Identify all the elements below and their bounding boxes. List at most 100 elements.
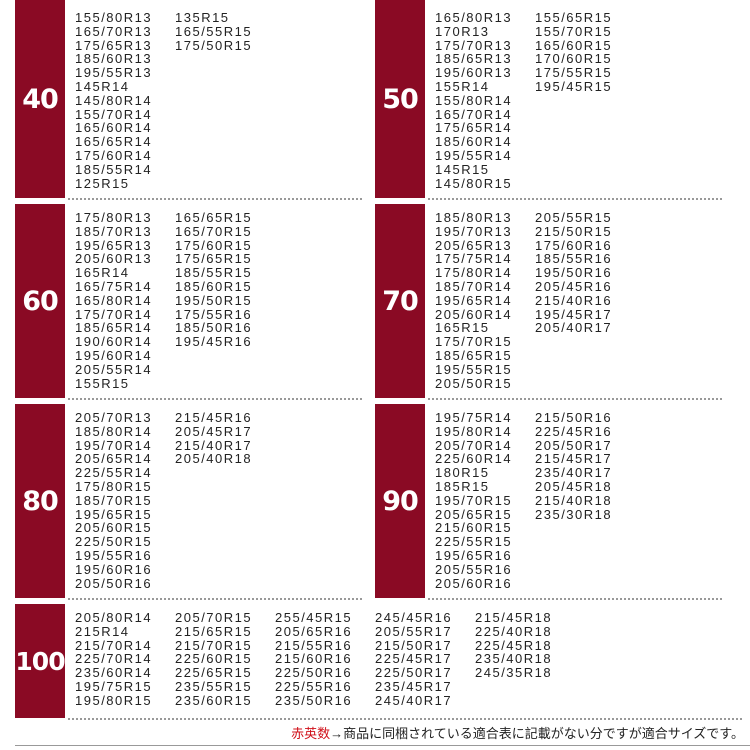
tire-size: 225/50R15 [75, 534, 153, 550]
tire-size: 205/80R14 [75, 610, 153, 625]
tire-size: 165/70R14 [435, 106, 513, 122]
size-list-40: 155/80R13 165/70R13 175/65R13 185/60R13 195/… [75, 11, 275, 190]
group-label-60: 60 [15, 204, 65, 398]
tire-size: 165/70R13 [75, 23, 153, 39]
tire-size: 195/75R14 [435, 410, 513, 425]
tire-size: 180R15 [435, 465, 490, 481]
footer-highlight: 赤英数 [291, 726, 331, 741]
tire-size: 175/65R15 [175, 251, 253, 267]
tire-size: 175/65R13 [75, 37, 153, 53]
tire-size: 215/65R15 [175, 623, 253, 639]
tire-size: 205/50R17 [535, 437, 613, 453]
group-label-50: 50 [375, 0, 425, 198]
tire-size: 195/65R16 [435, 547, 513, 563]
tire-size: 235/60R15 [175, 692, 253, 708]
tire-size: 235/55R15 [175, 678, 253, 694]
tire-size: 155R14 [435, 78, 490, 94]
tire-size: 195/65R15 [75, 506, 153, 522]
tire-size: 215/40R16 [535, 292, 613, 308]
tire-size: 175/60R14 [75, 147, 153, 163]
tire-size: 145/80R14 [75, 92, 153, 108]
tire-size: 195/60R14 [75, 347, 153, 363]
dotted-divider [68, 398, 362, 400]
tire-size: 215R14 [75, 623, 130, 639]
tire-size: 185/60R15 [175, 278, 253, 294]
tire-size: 165R14 [75, 265, 130, 281]
tire-size: 165/80R13 [435, 10, 513, 25]
tire-size: 185/55R16 [535, 251, 613, 267]
tire-size: 195/60R13 [435, 65, 513, 81]
tire-size: 165/65R14 [75, 134, 153, 150]
tire-size: 205/65R16 [275, 623, 353, 639]
tire-size: 175/65R14 [435, 120, 513, 136]
tire-size: 225/55R14 [75, 465, 153, 481]
size-column: 195/75R14 195/80R14 205/70R14 225/60R14 180R… [435, 411, 535, 590]
tire-size: 195/65R13 [75, 237, 153, 253]
tire-size: 175/80R15 [75, 478, 153, 494]
tire-size: 225/50R16 [275, 665, 353, 681]
group-label-80: 80 [15, 404, 65, 598]
tire-size: 215/70R15 [175, 637, 253, 653]
size-column: 165/65R15 165/70R15 175/60R15 175/65R15 185/… [175, 211, 275, 390]
tire-size: 185/65R13 [435, 51, 513, 67]
tire-size: 225/50R17 [375, 665, 453, 681]
tire-size: 185/70R15 [75, 492, 153, 508]
tire-size: 225/45R17 [375, 651, 453, 667]
tire-size: 225/55R16 [275, 678, 353, 694]
size-column: 245/45R16 205/55R17 215/50R17 225/45R17 225/… [375, 611, 475, 708]
tire-size: 145R14 [75, 78, 130, 94]
group-label-70: 70 [375, 204, 425, 398]
tire-size: 205/65R14 [75, 451, 153, 467]
tire-size: 185/50R16 [175, 320, 253, 336]
tire-size: 165/65R15 [175, 210, 253, 225]
tire-size: 195/80R14 [435, 423, 513, 439]
tire-size: 175/60R15 [175, 237, 253, 253]
tire-size: 205/50R16 [75, 575, 153, 591]
size-column: 155/65R15 155/70R15 165/60R15 170/60R15 175/… [535, 11, 635, 190]
tire-size: 185/65R15 [435, 347, 513, 363]
footer-text: →商品に同梱されている適合表に記載がない分ですが適合サイズです。 [330, 726, 744, 741]
dotted-divider [428, 198, 722, 200]
tire-size: 195/55R15 [435, 361, 513, 377]
tire-size: 185/80R14 [75, 423, 153, 439]
size-column: 205/80R14 215R14 215/70R14 225/70R14 235/60R… [75, 611, 175, 708]
tire-size: 195/45R15 [535, 78, 613, 94]
tire-size: 195/75R15 [75, 678, 153, 694]
size-list-70: 185/80R13 195/70R13 205/65R13 175/75R14 175/… [435, 211, 635, 390]
tire-size: 190/60R14 [75, 334, 153, 350]
tire-size: 255/45R15 [275, 610, 353, 625]
tire-size: 185/60R13 [75, 51, 153, 67]
size-column: 155/80R13 165/70R13 175/65R13 185/60R13 195/… [75, 11, 175, 190]
tire-size: 235/40R17 [535, 465, 613, 481]
dotted-divider [68, 198, 362, 200]
tire-size: 155/70R15 [535, 23, 613, 39]
tire-size: 205/70R13 [75, 410, 153, 425]
tire-size: 175/80R14 [435, 265, 513, 281]
size-column: 205/55R15 215/50R15 175/60R16 185/55R16 195/… [535, 211, 635, 390]
tire-size: 245/45R16 [375, 610, 453, 625]
size-column: 185/80R13 195/70R13 205/65R13 175/75R14 175/… [435, 211, 535, 390]
tire-size: 175/50R15 [175, 37, 253, 53]
tire-size: 185/70R14 [435, 278, 513, 294]
tire-size: 175/80R13 [75, 210, 153, 225]
tire-size: 145/80R15 [435, 175, 513, 191]
tire-size: 155/80R13 [75, 10, 153, 25]
tire-size: 235/50R16 [275, 692, 353, 708]
tire-size: 185/65R14 [75, 320, 153, 336]
tire-size: 205/70R14 [435, 437, 513, 453]
tire-size: 205/60R15 [75, 520, 153, 536]
tire-size: 195/50R15 [175, 292, 253, 308]
tire-size: 205/60R16 [435, 575, 513, 591]
group-label-100: 100 [15, 604, 66, 718]
tire-size: 165/70R15 [175, 223, 253, 239]
tire-size: 215/50R15 [535, 223, 613, 239]
tire-size: 185/55R15 [175, 265, 253, 281]
tire-size: 205/60R14 [435, 306, 513, 322]
tire-size: 205/65R13 [435, 237, 513, 253]
tire-size: 195/45R16 [175, 334, 253, 350]
tire-size: 195/65R14 [435, 292, 513, 308]
tire-size: 195/55R16 [75, 547, 153, 563]
tire-size: 165/75R14 [75, 278, 153, 294]
group-label-40: 40 [15, 0, 65, 198]
tire-size: 175/55R16 [175, 306, 253, 322]
